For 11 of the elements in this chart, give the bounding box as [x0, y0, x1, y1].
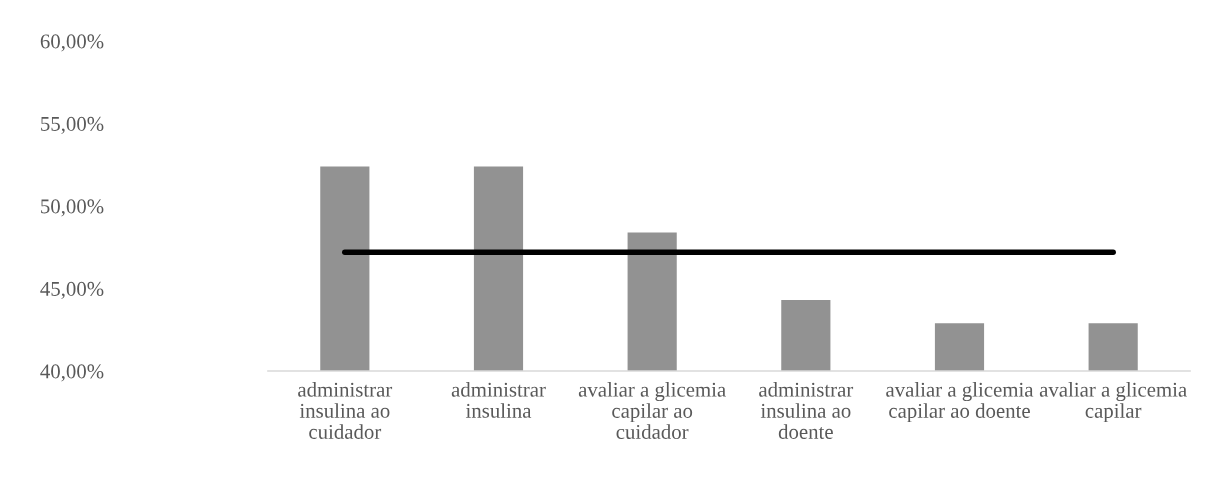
x-tick-label: avaliar a glicemia capilar ao doente — [886, 382, 1034, 423]
x-tick-label: avaliar a glicemia capilar ao cuidador — [578, 382, 726, 439]
y-tick-label: 45,00% — [40, 281, 104, 299]
x-tick-label: administrar insulina ao cuidador — [298, 382, 393, 439]
x-tick-label: administrar insulina — [451, 382, 546, 418]
y-tick-label: 60,00% — [40, 34, 104, 52]
x-tick-label: avaliar a glicemia capilar — [1039, 382, 1187, 423]
y-tick-label: 40,00% — [40, 364, 104, 382]
y-tick-label: 55,00% — [41, 116, 104, 134]
y-tick-label: 50,00% — [41, 199, 104, 217]
x-tick-label: administrar insulina ao doente — [759, 382, 854, 439]
